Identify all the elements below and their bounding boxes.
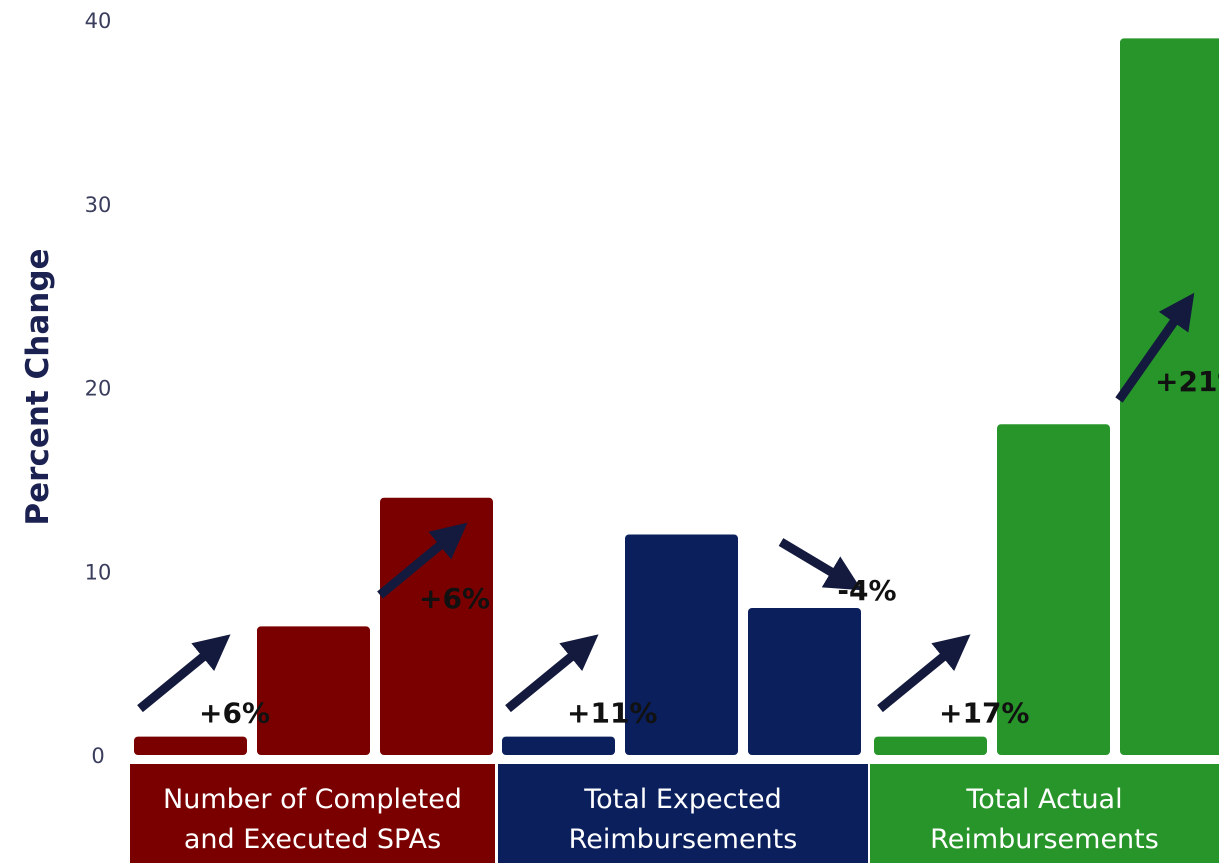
bar <box>874 736 987 755</box>
y-axis-label: Percent Change <box>20 248 56 525</box>
category-band <box>870 764 1219 863</box>
change-label: -4% <box>837 574 896 607</box>
y-tick-label: 30 <box>85 193 112 217</box>
y-axis-ticks: 0 10 20 30 40 <box>85 9 112 768</box>
bar <box>1120 38 1219 755</box>
change-label: +6% <box>419 582 490 615</box>
bar <box>748 608 861 755</box>
bars <box>134 38 1219 755</box>
category-band <box>498 764 868 863</box>
change-arrows: +6% +6% +11% -4% +17% +21% <box>137 292 1219 730</box>
arrow-up-icon <box>377 522 468 599</box>
change-label: +17% <box>939 697 1029 730</box>
category-label: Total Expected <box>583 784 782 815</box>
bar <box>625 534 738 755</box>
bar <box>997 424 1110 755</box>
arrow-up-icon <box>1115 292 1195 403</box>
category-label: Number of Completed <box>163 784 462 815</box>
arrow-down-icon <box>778 538 862 591</box>
category-label: Reimbursements <box>930 824 1159 855</box>
y-tick-label: 40 <box>85 9 112 33</box>
category-label: Reimbursements <box>569 824 798 855</box>
arrow-up-icon <box>505 634 599 713</box>
y-tick-label: 0 <box>91 744 104 768</box>
category-bands: Number of Completed and Executed SPAs Tota… <box>130 764 1219 863</box>
arrow-up-icon <box>877 634 971 713</box>
bar <box>380 497 493 755</box>
bar <box>257 626 370 755</box>
change-label: +21% <box>1155 365 1219 398</box>
y-tick-label: 10 <box>85 560 112 584</box>
bar <box>134 736 247 755</box>
arrow-up-icon <box>137 634 231 713</box>
category-label: Total Actual <box>965 784 1122 815</box>
y-tick-label: 20 <box>85 377 112 401</box>
category-label: and Executed SPAs <box>184 824 441 855</box>
change-label: +11% <box>567 697 657 730</box>
category-band <box>130 764 495 863</box>
change-label: +6% <box>199 697 270 730</box>
bar <box>502 736 615 755</box>
